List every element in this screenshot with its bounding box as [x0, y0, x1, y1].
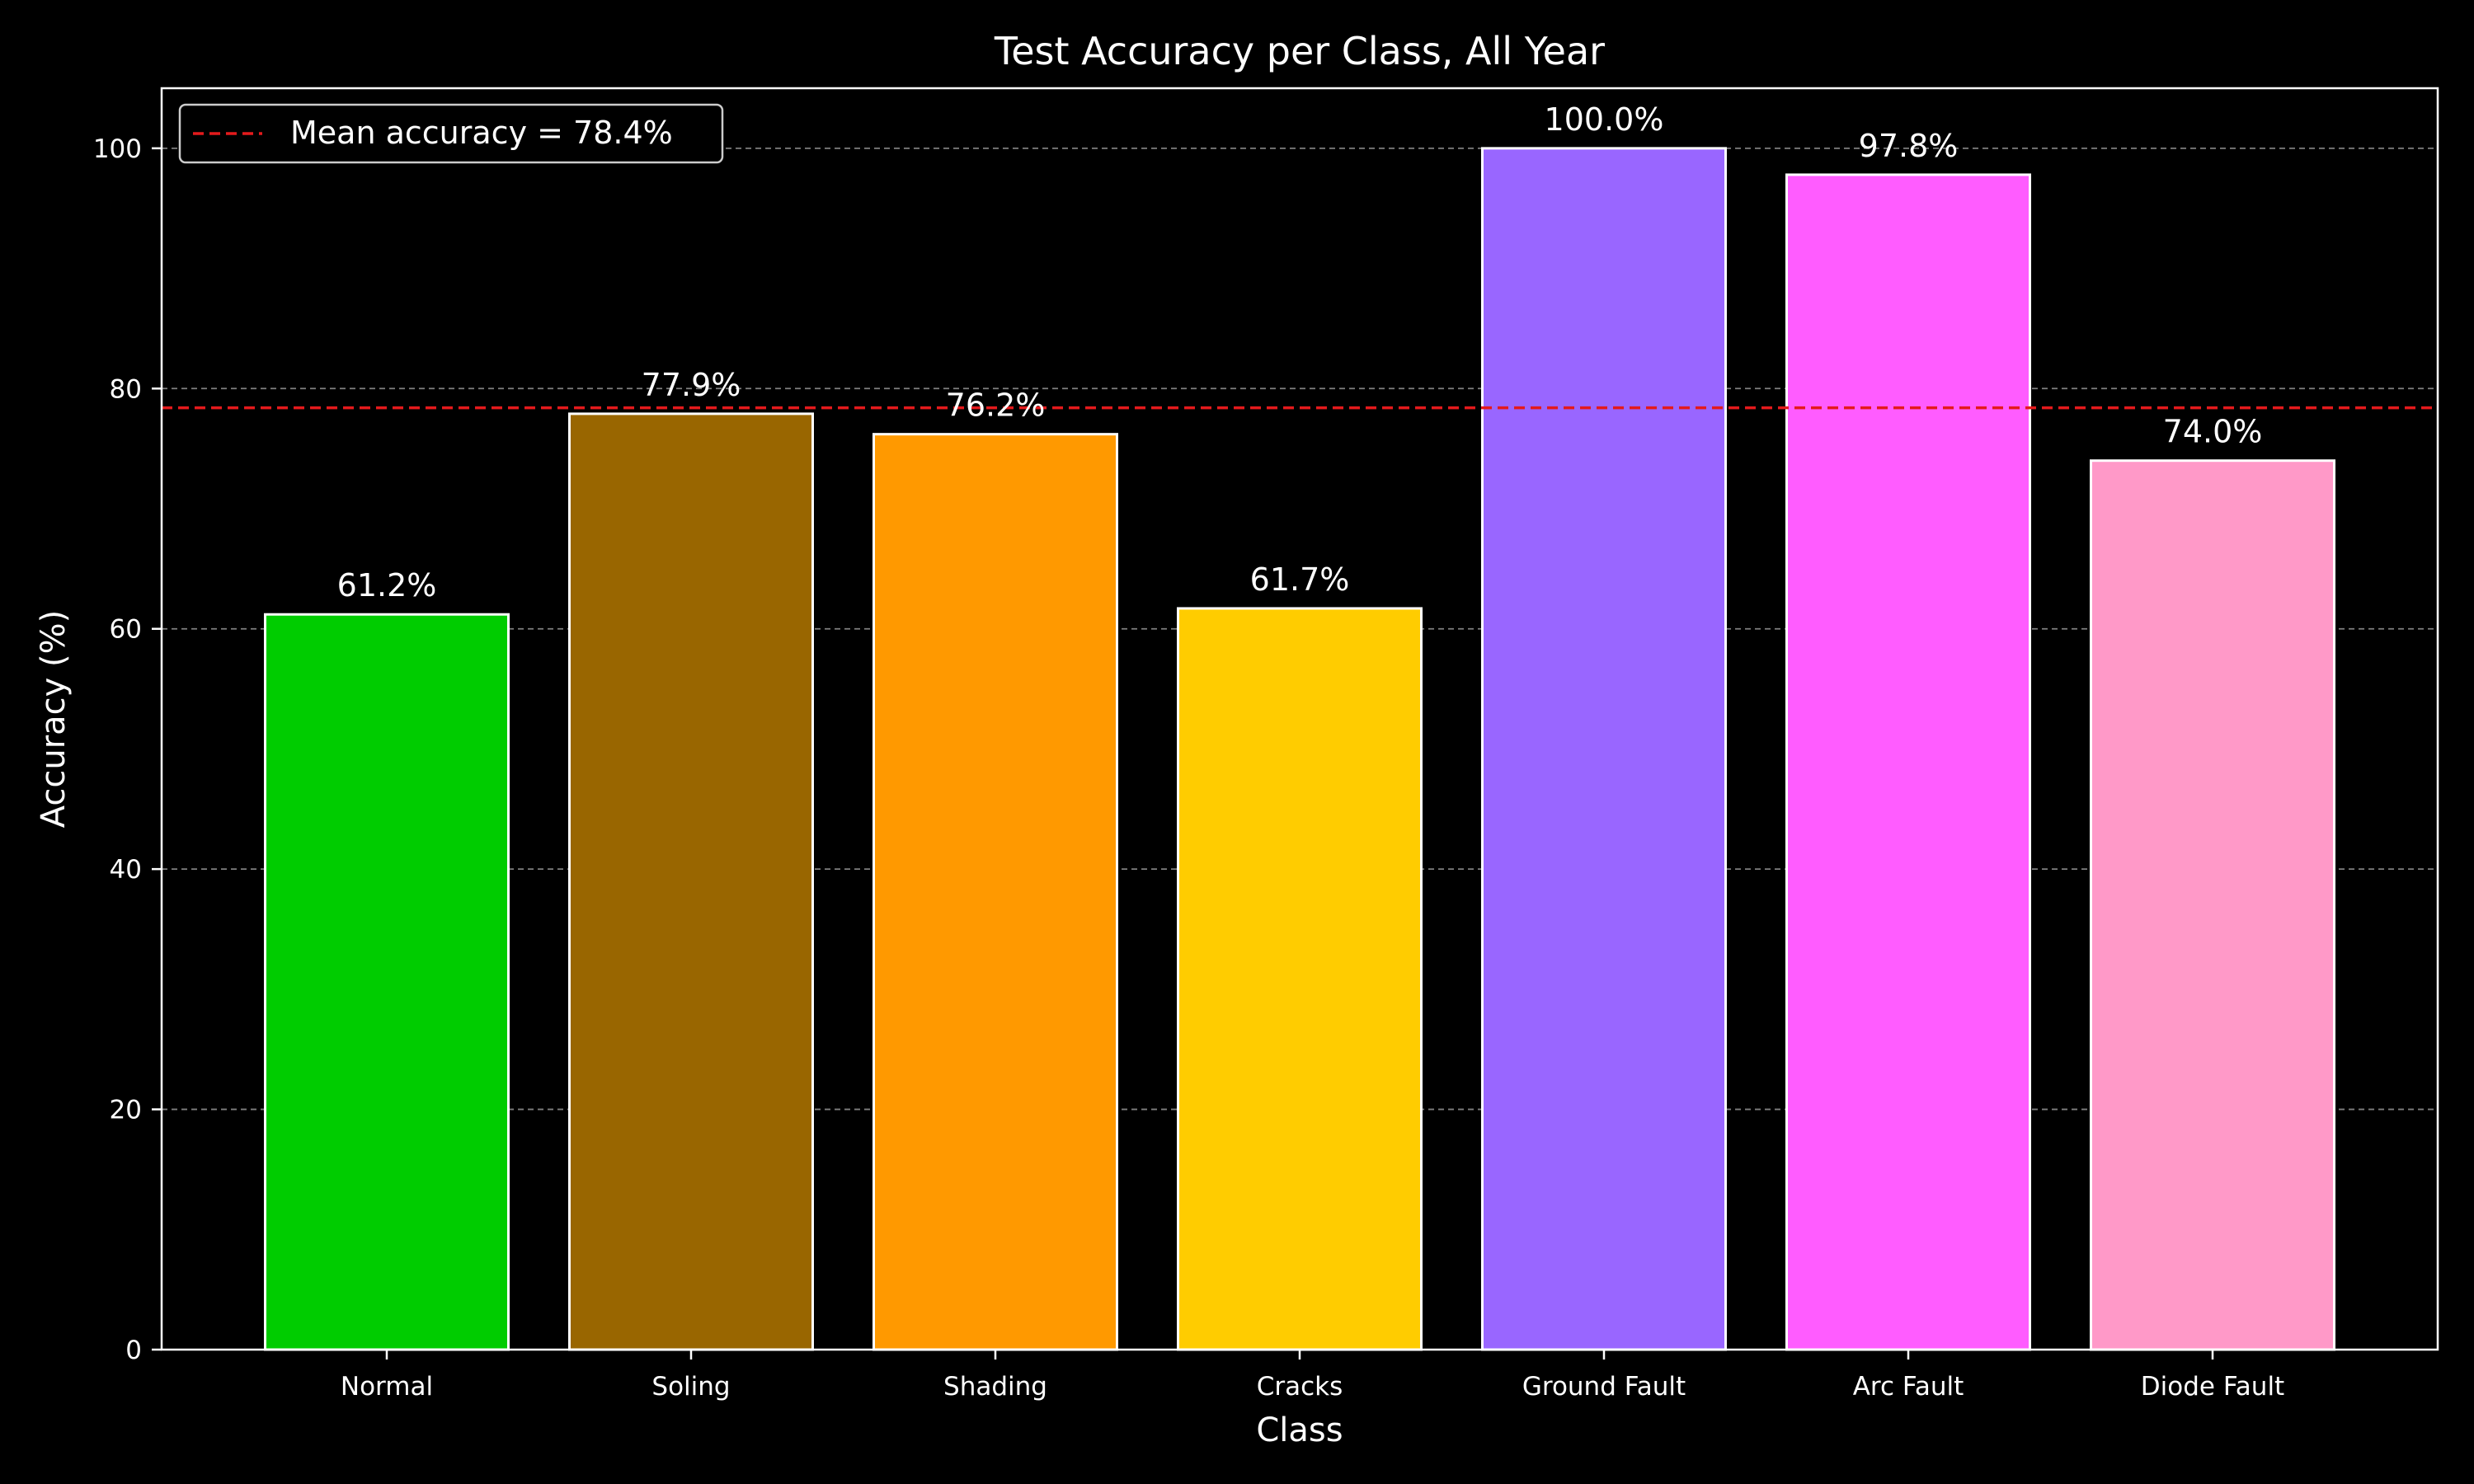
x-tick-label: Diode Fault — [2141, 1372, 2284, 1402]
legend: Mean accuracy = 78.4% — [178, 103, 724, 164]
data-label: 61.7% — [1250, 561, 1350, 598]
data-label: 77.9% — [642, 367, 741, 403]
y-axis-label: Accuracy (%) — [35, 610, 73, 829]
y-tick-label: 20 — [110, 1096, 142, 1125]
x-tick-label: Arc Fault — [1853, 1372, 1964, 1402]
chart-title: Test Accuracy per Class, All Year — [994, 29, 1605, 73]
x-tick-label: Ground Fault — [1522, 1372, 1686, 1402]
data-label: 76.2% — [946, 387, 1046, 424]
bar-cracks — [1177, 607, 1423, 1351]
y-tick-label: 100 — [93, 134, 142, 164]
data-label: 74.0% — [2163, 414, 2263, 450]
legend-label: Mean accuracy = 78.4% — [290, 115, 673, 151]
data-label: 100.0% — [1545, 101, 1664, 138]
bar-shading — [872, 433, 1118, 1351]
data-labels: 61.2% 77.9% 76.2% 61.7% 100.0% 97.8% 74.0% — [337, 101, 2263, 603]
bar-ground-fault — [1481, 147, 1727, 1351]
bar-arc-fault — [1785, 173, 2031, 1351]
data-label: 97.8% — [1859, 128, 1959, 164]
bar-normal — [264, 613, 510, 1351]
legend-box — [178, 103, 724, 164]
x-tick-label: Soling — [651, 1372, 730, 1402]
bars — [264, 147, 2335, 1351]
y-tick-label: 0 — [125, 1336, 142, 1365]
axis-ticks: 0 20 40 60 80 100 Normal Soling Shading Cracks Gro… — [93, 134, 2284, 1402]
bar-diode-fault — [2090, 459, 2335, 1351]
data-label: 61.2% — [337, 567, 437, 603]
y-tick-label: 60 — [110, 615, 142, 645]
y-tick-label: 40 — [110, 855, 142, 885]
y-tick-label: 80 — [110, 374, 142, 404]
x-tick-label: Normal — [341, 1372, 433, 1402]
x-axis-label: Class — [1256, 1411, 1343, 1449]
bar-soling — [568, 412, 814, 1351]
x-tick-label: Shading — [943, 1372, 1047, 1402]
x-tick-label: Cracks — [1257, 1372, 1343, 1402]
